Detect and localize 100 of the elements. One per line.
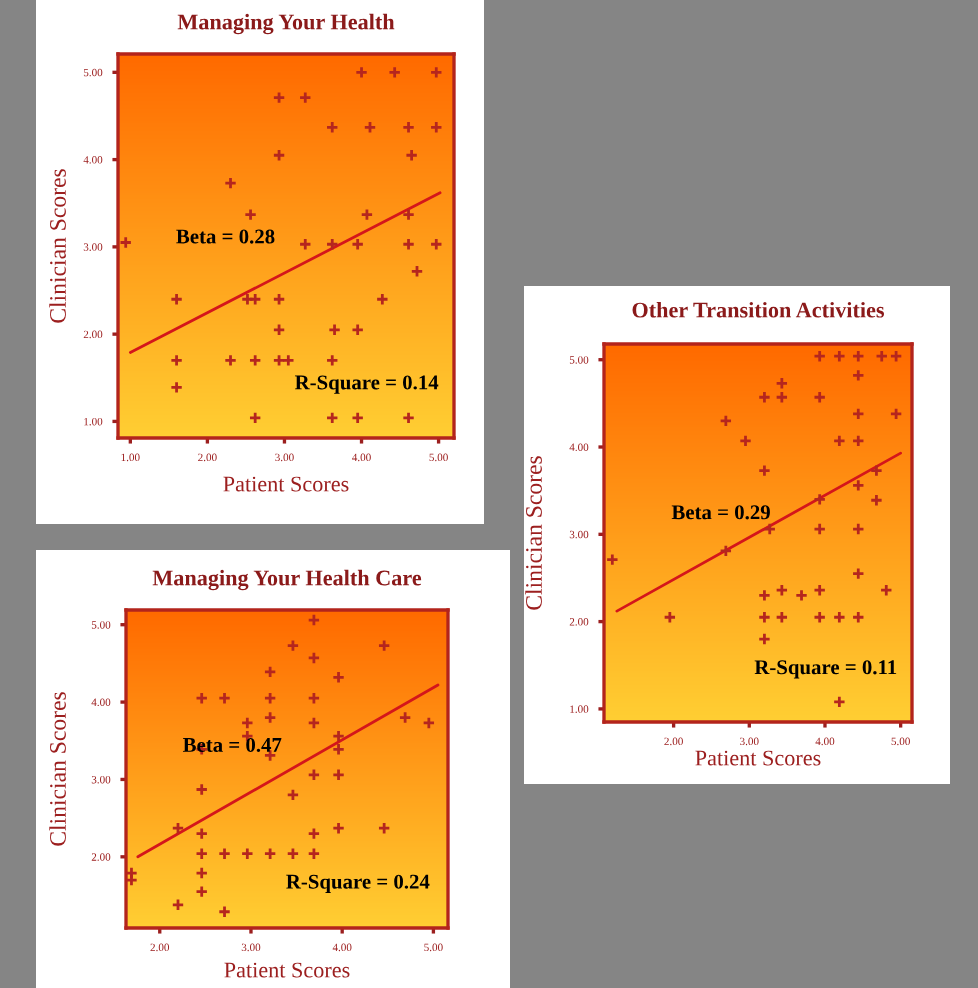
point bbox=[775, 583, 789, 597]
point bbox=[377, 821, 391, 835]
point bbox=[794, 588, 809, 602]
point bbox=[813, 583, 827, 597]
point bbox=[169, 353, 184, 367]
point bbox=[272, 91, 286, 105]
point bbox=[813, 610, 827, 624]
point bbox=[851, 610, 865, 624]
point bbox=[351, 237, 365, 251]
x-axis-title: Patient Scores bbox=[224, 962, 350, 978]
point bbox=[307, 651, 321, 665]
point bbox=[388, 65, 402, 79]
point bbox=[719, 414, 733, 428]
point bbox=[832, 434, 846, 448]
point bbox=[377, 639, 391, 653]
annotation: Beta = 0.28 bbox=[176, 229, 275, 244]
point bbox=[263, 710, 277, 725]
point bbox=[331, 729, 346, 743]
point bbox=[401, 237, 416, 251]
point bbox=[879, 583, 893, 597]
point bbox=[263, 665, 277, 679]
point bbox=[325, 120, 339, 134]
point bbox=[351, 323, 365, 337]
point bbox=[851, 522, 865, 536]
point bbox=[171, 898, 185, 912]
point bbox=[331, 670, 346, 684]
point bbox=[240, 716, 254, 730]
point bbox=[286, 847, 300, 861]
point bbox=[429, 237, 443, 251]
point bbox=[719, 544, 733, 558]
point bbox=[126, 866, 139, 880]
point bbox=[169, 292, 184, 306]
point bbox=[195, 866, 209, 880]
point bbox=[240, 847, 254, 861]
point bbox=[307, 847, 321, 861]
annotation: R-Square = 0.24 bbox=[286, 874, 430, 893]
point bbox=[429, 120, 443, 134]
point bbox=[217, 847, 232, 861]
point bbox=[286, 788, 300, 802]
point bbox=[869, 493, 884, 507]
point bbox=[248, 353, 262, 367]
point bbox=[363, 120, 377, 134]
y-axis-title: Clinician Scores bbox=[49, 169, 66, 323]
point bbox=[775, 376, 789, 390]
point bbox=[757, 464, 772, 478]
point bbox=[307, 827, 321, 841]
point bbox=[325, 353, 339, 367]
chart-title: Managing Your Health Care bbox=[152, 569, 422, 591]
point bbox=[248, 292, 262, 306]
point bbox=[195, 782, 209, 797]
point bbox=[605, 553, 619, 567]
x-axis-title: Patient Scores bbox=[223, 476, 349, 492]
point bbox=[286, 639, 300, 653]
point bbox=[398, 710, 412, 725]
point bbox=[223, 353, 238, 367]
point bbox=[889, 407, 903, 421]
point bbox=[327, 323, 342, 337]
point bbox=[410, 264, 424, 278]
point bbox=[331, 768, 346, 782]
point bbox=[325, 237, 339, 251]
point bbox=[832, 349, 846, 363]
point bbox=[217, 691, 232, 705]
x-axis-title: Patient Scores bbox=[695, 750, 821, 766]
point bbox=[360, 208, 374, 222]
point bbox=[331, 742, 346, 756]
point bbox=[889, 349, 903, 363]
point bbox=[354, 65, 369, 79]
point bbox=[263, 847, 277, 861]
chart-title: Managing Your Health bbox=[177, 13, 395, 35]
point bbox=[851, 478, 865, 493]
point bbox=[405, 148, 419, 162]
point bbox=[298, 91, 312, 105]
point bbox=[272, 148, 286, 162]
point bbox=[351, 411, 365, 425]
point bbox=[869, 464, 884, 478]
point bbox=[757, 390, 772, 404]
point bbox=[195, 827, 209, 841]
point bbox=[813, 492, 827, 506]
y-axis-title: Clinician Scores bbox=[49, 692, 66, 846]
point bbox=[851, 567, 865, 581]
point bbox=[401, 411, 416, 425]
point bbox=[243, 208, 258, 222]
chart-title: Other Transition Activities bbox=[632, 301, 885, 318]
point bbox=[851, 368, 865, 383]
point bbox=[757, 588, 772, 602]
point bbox=[272, 323, 286, 337]
point bbox=[375, 292, 389, 306]
point bbox=[263, 691, 277, 705]
point bbox=[832, 695, 846, 709]
point bbox=[223, 176, 238, 190]
point bbox=[169, 380, 184, 394]
point bbox=[195, 885, 209, 899]
point bbox=[240, 292, 255, 306]
point bbox=[813, 349, 827, 363]
point bbox=[307, 691, 321, 705]
point bbox=[851, 434, 865, 448]
point bbox=[171, 821, 185, 835]
point bbox=[875, 349, 889, 363]
point bbox=[775, 390, 789, 404]
point bbox=[119, 235, 133, 250]
